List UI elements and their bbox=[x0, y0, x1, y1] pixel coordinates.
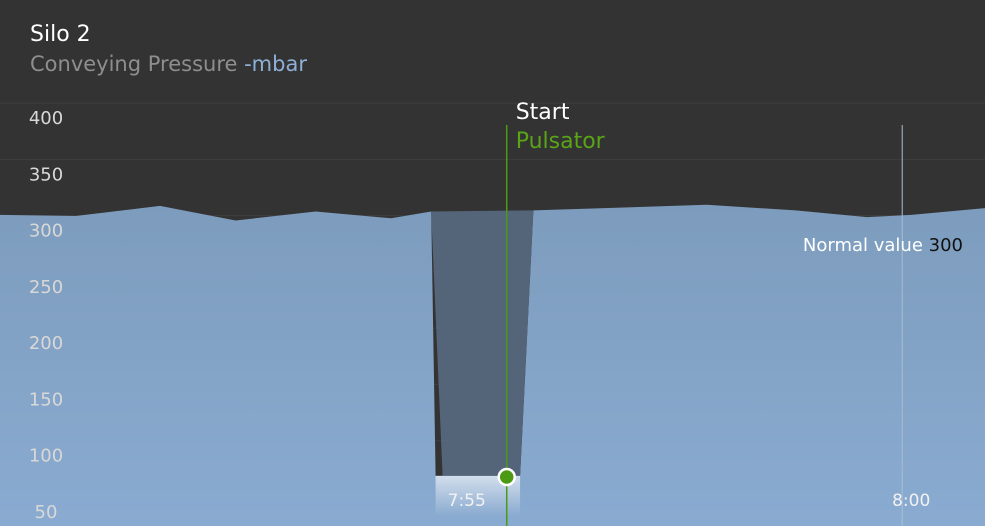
normal-value-annotation: Normal value 300 bbox=[803, 235, 963, 256]
normal-value-number: 300 bbox=[929, 235, 963, 256]
chart-subtitle: Conveying Pressure -mbar bbox=[30, 50, 307, 78]
y-tick-label: 50 bbox=[35, 502, 58, 523]
pulsator-event: Start Pulsator bbox=[497, 100, 606, 526]
chart-header: Silo 2 Conveying Pressure -mbar bbox=[30, 20, 307, 78]
unit-label: -mbar bbox=[244, 52, 307, 76]
silo-title: Silo 2 bbox=[30, 22, 91, 47]
x-axis-times: 7:55 8:00 bbox=[448, 125, 930, 526]
y-tick-label: 250 bbox=[29, 277, 63, 298]
normal-value-label: Normal value 300 bbox=[803, 235, 963, 256]
y-tick-label: 300 bbox=[29, 221, 63, 242]
event-title: Start bbox=[516, 100, 570, 125]
dip-shadow bbox=[431, 210, 534, 476]
event-subtitle: Pulsator bbox=[516, 129, 606, 154]
x-time-label: 8:00 bbox=[892, 491, 930, 511]
y-tick-label: 100 bbox=[29, 446, 63, 467]
normal-value-caption: Normal value bbox=[803, 235, 929, 256]
y-tick-label: 350 bbox=[29, 164, 63, 185]
pressure-series-fill bbox=[0, 204, 985, 526]
x-time-label: 7:55 bbox=[448, 491, 486, 511]
y-axis-ticks: 400 350 300 250 200 150 100 50 bbox=[29, 108, 63, 523]
y-tick-label: 400 bbox=[29, 108, 63, 129]
y-tick-label: 150 bbox=[29, 389, 63, 410]
y-tick-label: 200 bbox=[29, 333, 63, 354]
event-marker bbox=[497, 467, 516, 487]
measurement-name: Conveying Pressure bbox=[30, 52, 238, 76]
